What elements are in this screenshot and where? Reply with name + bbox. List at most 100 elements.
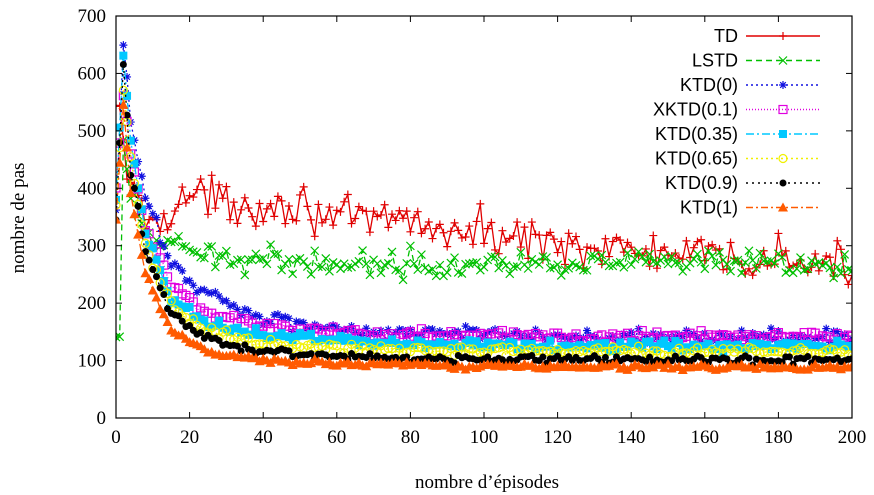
series-lstd <box>116 135 852 342</box>
data-point <box>457 233 466 242</box>
data-point <box>244 306 253 315</box>
data-point <box>273 249 283 259</box>
series-ktd-0-9- <box>116 61 852 369</box>
data-point <box>715 340 724 349</box>
data-point <box>398 275 408 285</box>
data-point <box>215 336 223 344</box>
data-point <box>210 262 220 272</box>
data-point <box>583 243 592 252</box>
y-tick-label: 100 <box>78 351 107 372</box>
data-point <box>847 351 852 361</box>
data-point <box>122 142 133 152</box>
data-point <box>645 249 655 259</box>
data-point <box>836 245 845 254</box>
data-point <box>343 263 353 272</box>
data-point <box>431 271 441 281</box>
data-point <box>457 269 467 278</box>
data-point <box>395 325 404 334</box>
data-point <box>733 255 743 265</box>
data-point <box>226 302 235 311</box>
data-point <box>575 245 584 254</box>
data-point <box>299 257 309 266</box>
data-point <box>137 220 147 230</box>
data-point <box>450 218 459 227</box>
data-point <box>778 104 788 115</box>
data-point <box>439 228 448 237</box>
data-point <box>542 342 551 351</box>
data-point <box>141 229 150 238</box>
data-point <box>307 350 315 358</box>
data-point <box>825 344 835 354</box>
data-point <box>214 251 224 260</box>
data-point <box>130 184 138 192</box>
data-point <box>281 219 290 228</box>
data-point <box>192 248 202 257</box>
data-point <box>779 81 787 89</box>
data-point <box>549 235 558 244</box>
data-point <box>189 193 198 202</box>
data-point <box>285 347 293 355</box>
data-point <box>273 192 282 201</box>
data-point <box>200 285 209 294</box>
data-point <box>814 266 823 275</box>
y-tick-label: 600 <box>78 63 107 84</box>
data-point <box>159 242 168 251</box>
data-point <box>597 260 606 269</box>
data-point <box>358 246 367 256</box>
data-point <box>373 212 382 221</box>
data-point <box>564 229 573 238</box>
data-point <box>604 261 614 271</box>
data-point <box>358 206 367 215</box>
data-point <box>494 343 504 353</box>
data-point <box>509 339 518 348</box>
data-point <box>777 252 787 262</box>
data-point <box>269 250 279 259</box>
data-point <box>321 215 330 224</box>
data-point <box>277 265 287 275</box>
data-point <box>299 182 308 191</box>
x-tick-label: 140 <box>617 427 646 448</box>
data-point <box>700 264 710 274</box>
data-point <box>141 194 150 203</box>
data-point <box>321 254 331 263</box>
y-tick-label: 200 <box>78 293 107 314</box>
x-tick-label: 180 <box>764 427 793 448</box>
data-point <box>737 268 747 278</box>
data-point <box>399 214 408 223</box>
data-point <box>354 202 363 211</box>
x-axis-label: nombre d’épisodes <box>415 472 559 493</box>
data-point <box>266 240 275 250</box>
legend-label: TD <box>714 26 738 46</box>
data-point <box>207 241 217 251</box>
data-point <box>186 322 194 330</box>
data-point <box>586 251 596 261</box>
data-point <box>148 244 157 253</box>
data-point <box>185 276 194 285</box>
data-point <box>177 241 187 251</box>
data-point <box>490 252 500 262</box>
data-point <box>310 246 320 256</box>
data-point <box>116 195 120 204</box>
data-point <box>785 265 794 275</box>
data-point <box>329 221 338 230</box>
data-point <box>719 265 728 274</box>
data-point <box>726 238 735 247</box>
data-point <box>748 255 758 265</box>
data-point <box>192 185 201 194</box>
data-point <box>583 326 592 335</box>
data-point <box>136 249 147 259</box>
data-point <box>123 72 132 81</box>
data-point <box>140 268 151 278</box>
data-point <box>770 346 780 357</box>
data-point <box>233 255 242 265</box>
data-point <box>759 246 768 255</box>
legend: TD LSTD KTD(0) XKTD(0.1) KTD(0.35) KTD(0.65) K… <box>653 26 820 218</box>
data-point <box>336 332 345 341</box>
data-point <box>461 322 470 331</box>
data-point <box>119 51 128 60</box>
data-point <box>770 259 780 268</box>
data-point <box>116 101 120 110</box>
data-point <box>428 234 437 243</box>
data-point <box>229 300 238 309</box>
data-point <box>155 304 166 314</box>
